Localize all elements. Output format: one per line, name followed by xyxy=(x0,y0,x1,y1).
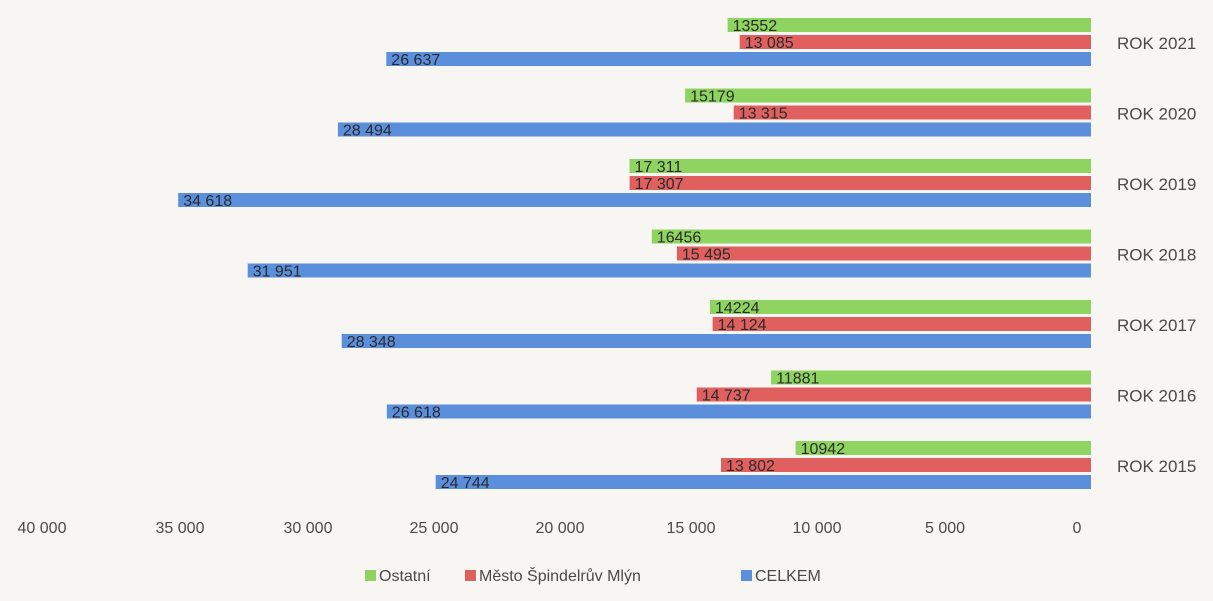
x-tick-label: 15 000 xyxy=(667,520,716,537)
x-tick-label: 0 xyxy=(1073,520,1082,537)
data-label-ostatni-rok-2017: 14224 xyxy=(715,300,760,317)
legend-item-mesto-spindelruv-mlyn[interactable]: Město Špindelrův Mlýn xyxy=(465,566,641,585)
bar-ostatni-rok-2021[interactable] xyxy=(727,18,1091,32)
category-group-rok-2016: 11881 14 737 26 618 ROK 2016 xyxy=(386,370,1196,422)
bar-ostatni-rok-2018[interactable] xyxy=(651,229,1091,244)
category-label-rok-2021: ROK 2021 xyxy=(1117,34,1196,53)
data-label-celkem-rok-2021: 26 637 xyxy=(391,52,440,69)
legend-label-mesto-spindelruv-mlyn: Město Špindelrův Mlýn xyxy=(479,566,641,585)
x-tick-label: 30 000 xyxy=(284,520,333,537)
data-label-ostatni-rok-2021: 13552 xyxy=(733,18,778,35)
x-tick-label: 40 000 xyxy=(18,520,67,537)
x-axis: 40 000 35 000 30 000 25 000 20 000 15 000 10 0… xyxy=(18,520,1082,537)
bar-celkem-rok-2017[interactable] xyxy=(341,334,1091,348)
x-tick-label: 20 000 xyxy=(536,520,585,537)
bar-ostatni-rok-2015[interactable] xyxy=(795,441,1091,455)
data-label-celkem-rok-2018: 31 951 xyxy=(253,264,302,281)
data-label-ostatni-rok-2019: 17 311 xyxy=(635,159,683,176)
data-label-ostatni-rok-2018: 16456 xyxy=(657,230,702,247)
legend-item-ostatni[interactable]: Ostatní xyxy=(365,568,431,585)
bar-celkem-rok-2019[interactable] xyxy=(178,193,1091,207)
bar-mesto-spindelruv-mlyn-rok-2019[interactable] xyxy=(629,176,1091,190)
bar-celkem-rok-2015[interactable] xyxy=(435,475,1091,489)
bar-ostatni-rok-2017[interactable] xyxy=(710,300,1091,314)
bar-celkem-rok-2016[interactable] xyxy=(386,404,1091,419)
category-label-rok-2017: ROK 2017 xyxy=(1117,316,1196,335)
x-tick-label: 25 000 xyxy=(410,520,459,537)
bar-mesto-spindelruv-mlyn-rok-2015[interactable] xyxy=(721,458,1091,472)
category-label-rok-2016: ROK 2016 xyxy=(1117,387,1196,406)
data-label-mesto-spindelruv-mlyn-rok-2016: 14 737 xyxy=(702,388,751,405)
data-label-celkem-rok-2019: 34 618 xyxy=(183,193,232,210)
bar-mesto-spindelruv-mlyn-rok-2017[interactable] xyxy=(712,317,1091,331)
category-label-rok-2020: ROK 2020 xyxy=(1117,105,1196,124)
x-tick-label: 35 000 xyxy=(156,520,205,537)
data-label-mesto-spindelruv-mlyn-rok-2021: 13 085 xyxy=(745,35,794,52)
bar-mesto-spindelruv-mlyn-rok-2021[interactable] xyxy=(739,35,1091,49)
bar-mesto-spindelruv-mlyn-rok-2018[interactable] xyxy=(676,246,1091,261)
x-tick-label: 5 000 xyxy=(925,520,965,537)
bar-celkem-rok-2021[interactable] xyxy=(386,52,1091,66)
legend-label-ostatni: Ostatní xyxy=(379,568,431,585)
bar-ostatni-rok-2019[interactable] xyxy=(629,159,1092,173)
category-label-rok-2019: ROK 2019 xyxy=(1117,175,1196,194)
data-label-celkem-rok-2016: 26 618 xyxy=(392,405,441,422)
legend-label-celkem: CELKEM xyxy=(755,568,821,585)
bar-celkem-rok-2018[interactable] xyxy=(247,263,1091,278)
bar-celkem-rok-2020[interactable] xyxy=(337,122,1091,137)
data-label-ostatni-rok-2015: 10942 xyxy=(801,441,846,458)
data-label-celkem-rok-2015: 24 744 xyxy=(441,475,490,492)
legend-swatch-ostatni xyxy=(365,570,376,581)
bar-ostatni-rok-2020[interactable] xyxy=(685,88,1091,103)
legend-item-celkem[interactable]: CELKEM xyxy=(741,568,821,585)
legend: Ostatní Město Špindelrův Mlýn CELKEM xyxy=(365,566,821,585)
bar-ostatni-rok-2016[interactable] xyxy=(771,370,1091,385)
category-label-rok-2015: ROK 2015 xyxy=(1117,457,1196,476)
x-tick-label: 10 000 xyxy=(793,520,842,537)
data-label-ostatni-rok-2020: 15179 xyxy=(690,89,735,106)
data-label-celkem-rok-2020: 28 494 xyxy=(343,123,392,140)
data-label-ostatni-rok-2016: 11881 xyxy=(776,371,819,388)
bar-mesto-spindelruv-mlyn-rok-2016[interactable] xyxy=(696,387,1091,402)
category-group-rok-2015: 10942 13 802 24 744 ROK 2015 xyxy=(435,441,1196,492)
bar-mesto-spindelruv-mlyn-rok-2020[interactable] xyxy=(733,105,1091,120)
data-label-mesto-spindelruv-mlyn-rok-2019: 17 307 xyxy=(635,176,684,193)
data-label-celkem-rok-2017: 28 348 xyxy=(347,334,396,351)
legend-swatch-mesto-spindelruv-mlyn xyxy=(465,570,476,581)
data-label-mesto-spindelruv-mlyn-rok-2020: 13 315 xyxy=(739,106,788,123)
category-label-rok-2018: ROK 2018 xyxy=(1117,246,1196,265)
legend-swatch-celkem xyxy=(741,570,752,581)
data-label-mesto-spindelruv-mlyn-rok-2018: 15 495 xyxy=(682,247,731,264)
data-label-mesto-spindelruv-mlyn-rok-2017: 14 124 xyxy=(718,317,767,334)
data-label-mesto-spindelruv-mlyn-rok-2015: 13 802 xyxy=(726,458,775,475)
